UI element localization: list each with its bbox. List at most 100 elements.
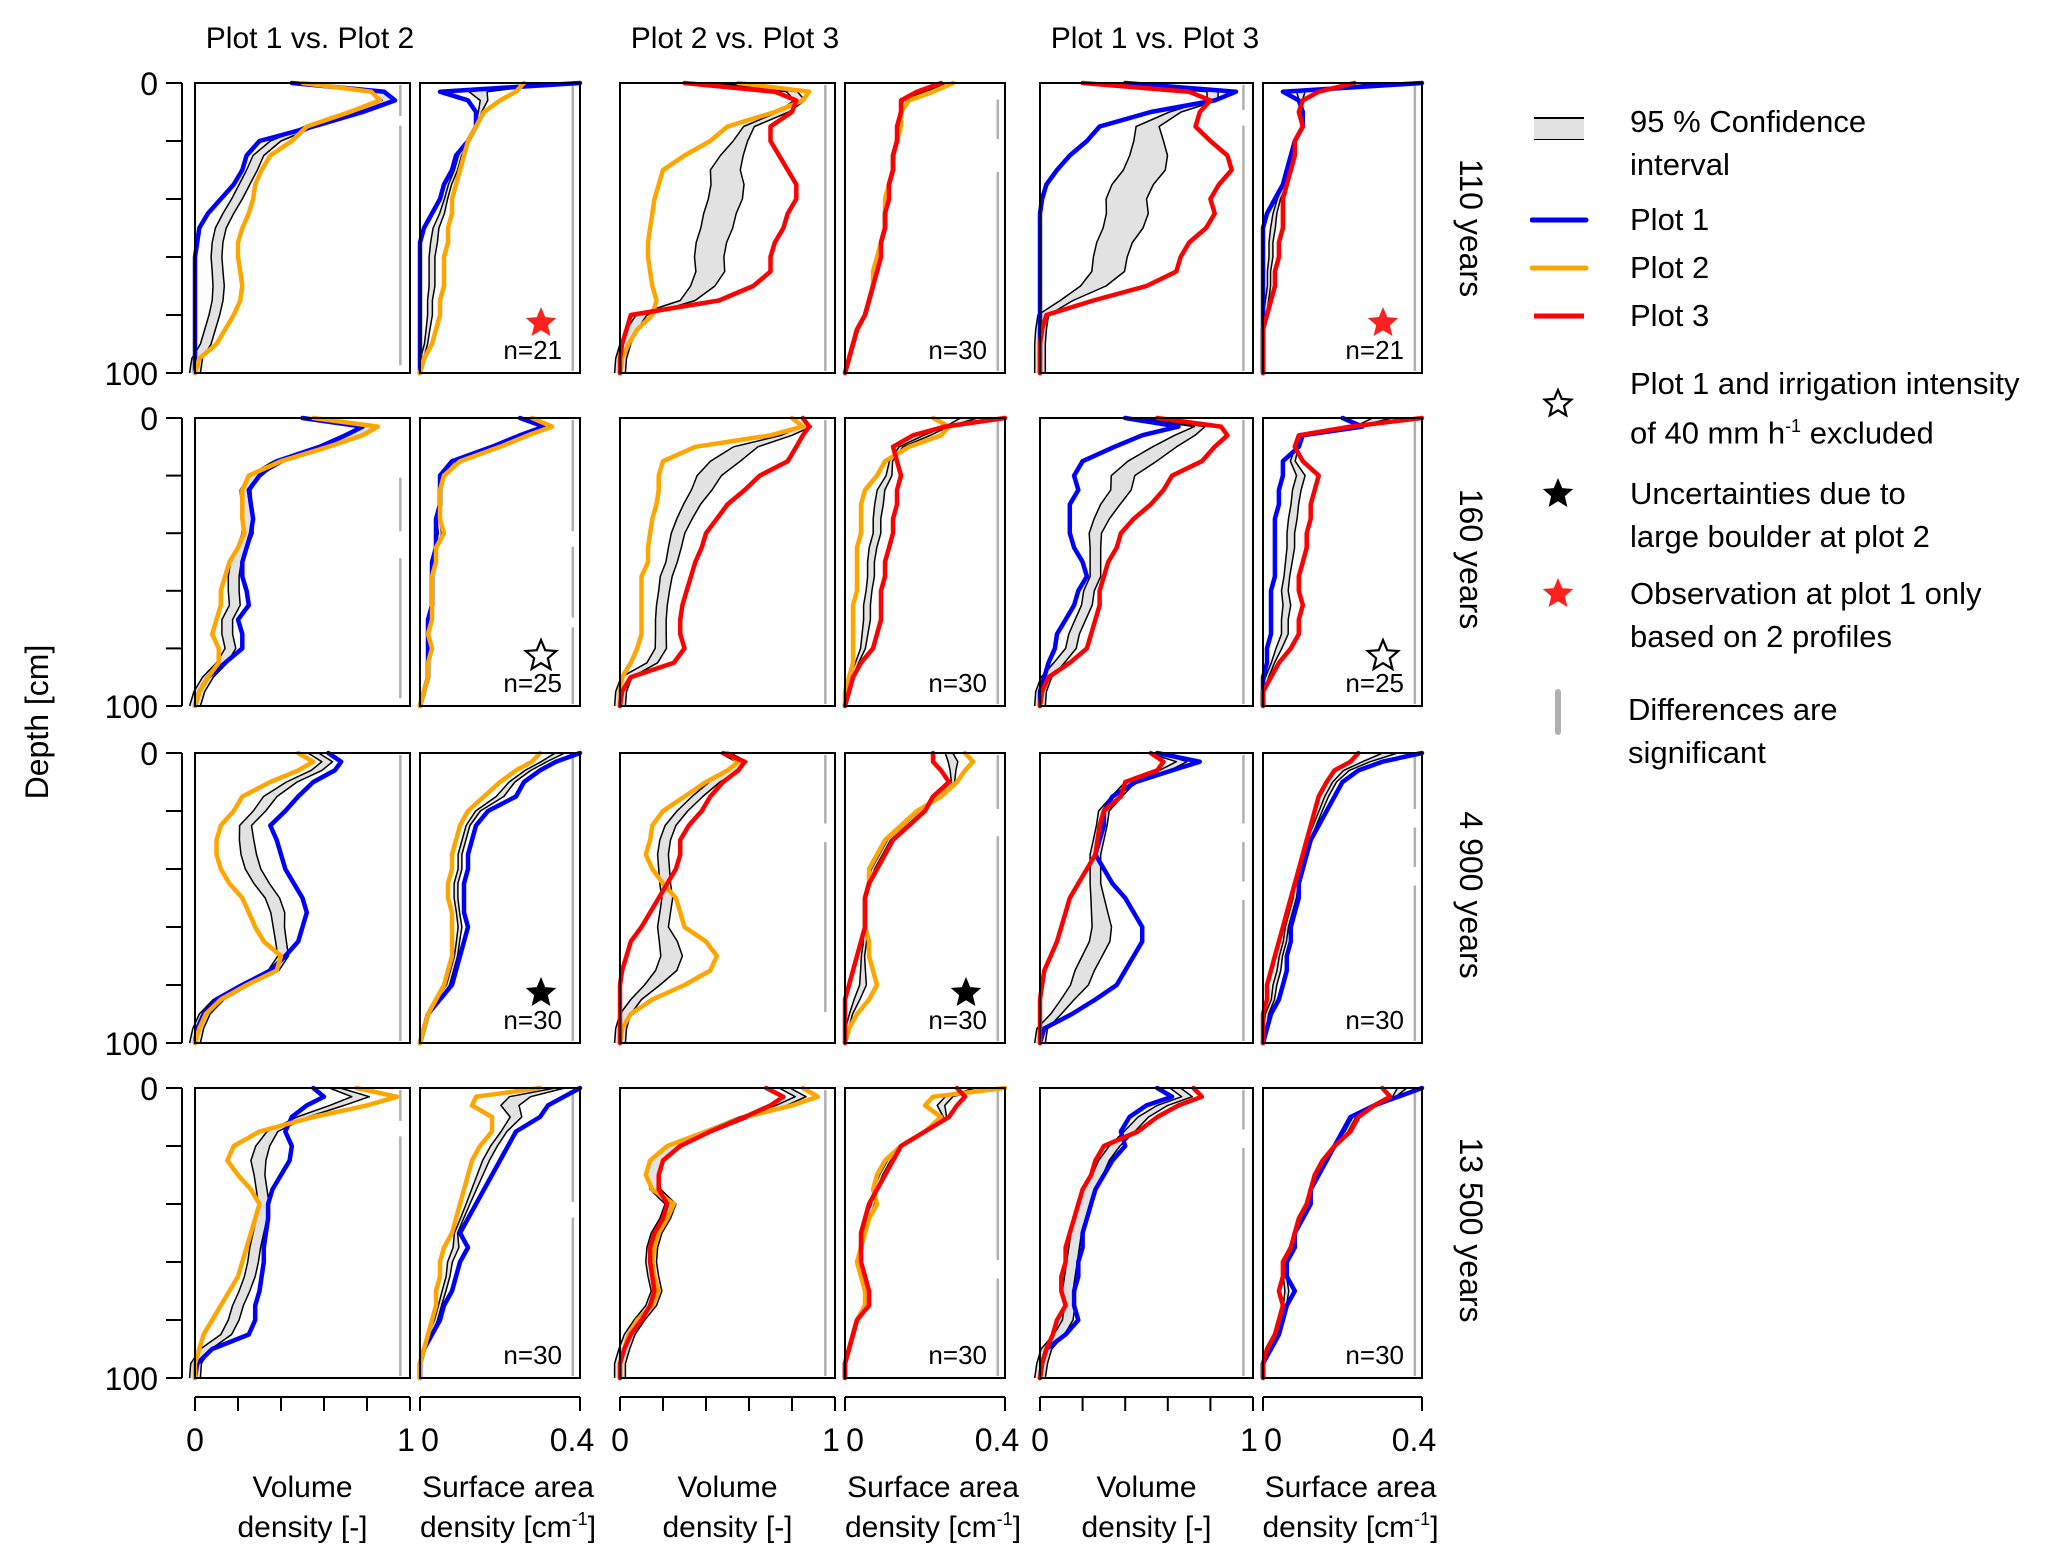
- ci-upper-line: [624, 417, 813, 707]
- panel-frame: [844, 1087, 1006, 1379]
- x-axis-label: density [-]: [662, 1511, 792, 1544]
- ci-lower-line: [613, 417, 802, 707]
- sample-size-label: n=30: [503, 1005, 562, 1035]
- plot3-line: [1260, 80, 1357, 376]
- row-label: 160 years: [1453, 489, 1489, 630]
- ci-lower-line: [613, 82, 795, 374]
- plot2-line: [192, 750, 316, 1046]
- panel: n=30: [417, 750, 583, 1046]
- ci-upper-line: [420, 417, 551, 707]
- row-1: n=25 n=30 n=25: [188, 415, 1425, 709]
- plot1-line: [1260, 80, 1425, 376]
- x-axis-label: Volume: [677, 1471, 777, 1504]
- x-axis-label: density [cm-1]: [845, 1509, 1021, 1544]
- legend-label: Plot 1: [1630, 202, 1710, 237]
- confidence-band: [1261, 418, 1392, 706]
- panel-frame: [194, 752, 411, 1044]
- ci-band-icon: [1530, 100, 1590, 141]
- column-titles: Plot 1 vs. Plot 2 Plot 2 vs. Plot 3 Plot…: [206, 22, 1259, 55]
- legend-item-red-star: Observation at plot 1 only based on 2 pro…: [1530, 572, 1982, 658]
- ci-upper-line: [1044, 82, 1219, 373]
- confidence-band: [189, 1088, 370, 1378]
- confidence-band: [614, 753, 747, 1043]
- legend-item-plot1: Plot 1: [1529, 198, 1710, 241]
- row-label: 13 500 years: [1453, 1137, 1489, 1322]
- legend-label: Differences are: [1628, 692, 1838, 727]
- black-star-icon: [950, 977, 982, 1006]
- legend-label: Uncertainties due to: [1630, 476, 1906, 511]
- panels: n=21 n=30 n=21n=25 n=30 n=25n=30 n=30 n=30n=30…: [188, 80, 1425, 1381]
- ci-upper-line: [845, 417, 978, 707]
- confidence-band: [189, 753, 333, 1043]
- panel-frame: [619, 752, 836, 1044]
- legend-label: of 40 mm h: [1630, 415, 1786, 451]
- panel-frame: [419, 1087, 581, 1379]
- y-axis: 0 100: [105, 66, 183, 392]
- x-axis-volume: 0 1 Volume density [-]: [1031, 1396, 1258, 1544]
- panel: n=30: [417, 1085, 583, 1381]
- y-tick-label: 0: [140, 736, 158, 772]
- legend-label: based on 2 profiles: [1630, 619, 1892, 654]
- sample-size-label: n=30: [503, 1340, 562, 1370]
- black-star-icon: [1530, 472, 1590, 512]
- sample-size-label: n=21: [503, 335, 562, 365]
- panel: [1033, 80, 1254, 376]
- column-title: Plot 2 vs. Plot 3: [631, 22, 839, 55]
- panel: [188, 750, 411, 1046]
- sample-size-label: n=30: [928, 1005, 987, 1035]
- x-axis-volume: 0 1 Volume density [-]: [611, 1396, 840, 1544]
- y-axis: 0 100: [105, 401, 183, 725]
- plot3-line: [1260, 415, 1425, 709]
- panel-frame: [1262, 1087, 1423, 1379]
- plot1-line: [1260, 415, 1365, 709]
- confidence-band: [189, 83, 393, 373]
- sample-size-label: n=30: [1345, 1340, 1404, 1370]
- panel-frame: [194, 417, 411, 707]
- ci-lower-line: [1033, 752, 1178, 1044]
- plot3-line: [617, 1085, 786, 1381]
- ci-lower-line: [1260, 1087, 1399, 1378]
- ci-upper-line: [845, 1087, 987, 1378]
- plot3-line: [617, 80, 799, 376]
- plot1-line: [417, 415, 547, 709]
- panel-frame: [419, 752, 581, 1044]
- y-tick-label: 0: [140, 66, 158, 102]
- panel-frame: [1039, 752, 1254, 1044]
- x-axis-surface: 0 0.4 Surface area density [cm-1]: [419, 1396, 596, 1544]
- plot2-line: [417, 1085, 543, 1381]
- plot2-line: [617, 1085, 821, 1381]
- panel: [188, 1085, 411, 1381]
- panel: n=30: [842, 80, 1006, 376]
- panel-frame: [619, 1087, 836, 1379]
- open-star-icon: [523, 637, 559, 672]
- legend-item-open-star: Plot 1 and irrigation intensity of 40 mm …: [1530, 362, 2019, 454]
- red-star-icon: [525, 307, 557, 336]
- plot3-line: [1037, 415, 1230, 709]
- x-tick-label: 1: [397, 1422, 415, 1458]
- x-tick-label: 0.4: [1392, 1422, 1436, 1458]
- legend-item-black-star: Uncertainties due to large boulder at plo…: [1530, 472, 1930, 558]
- panel: [1033, 750, 1254, 1046]
- confidence-band: [418, 1088, 565, 1378]
- x-axis-label: Volume: [1096, 1471, 1196, 1504]
- ci-upper-line: [1044, 417, 1206, 707]
- legend-label: Plot 3: [1630, 298, 1710, 333]
- x-tick-label: 1: [1240, 1422, 1258, 1458]
- x-axis-surface: 0 0.4 Surface area density [cm-1]: [844, 1396, 1021, 1544]
- plot2-line-icon: [1529, 246, 1590, 286]
- plot2-line: [417, 750, 543, 1046]
- confidence-band: [843, 418, 978, 706]
- row-label: 110 years: [1453, 159, 1489, 297]
- legend-item-plot2: Plot 2: [1529, 246, 1709, 289]
- y-tick-label: 100: [105, 1026, 158, 1062]
- plot3-line: [1037, 1085, 1205, 1381]
- confidence-band: [1034, 83, 1219, 373]
- sample-size-label: n=25: [1345, 668, 1404, 698]
- panel-frame: [1039, 417, 1254, 707]
- panel: n=30: [842, 1085, 1008, 1381]
- plot3-line: [842, 750, 952, 1046]
- panel: [188, 80, 411, 376]
- panel-frame: [194, 82, 411, 374]
- sample-size-label: n=30: [928, 1340, 987, 1370]
- panel-frame: [1039, 1087, 1254, 1379]
